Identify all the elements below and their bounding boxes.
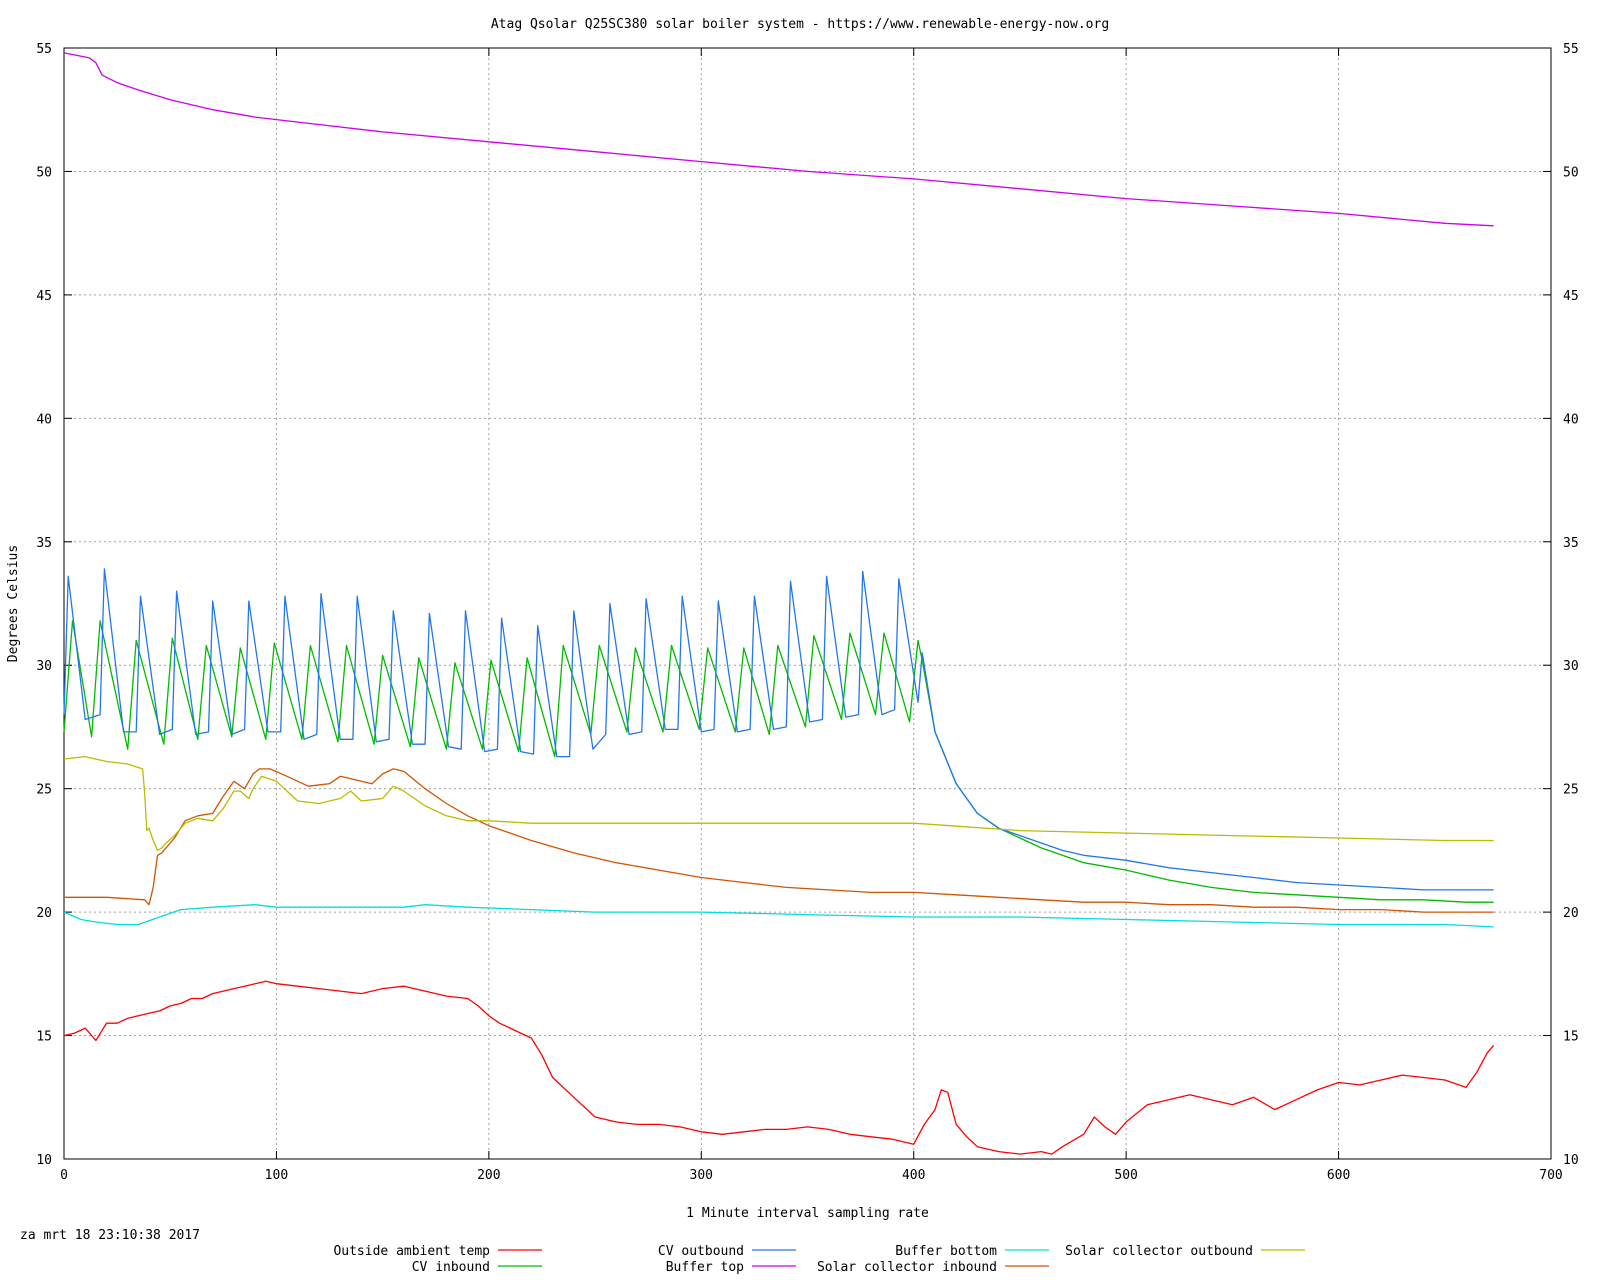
series-line-solar-collector-outbound (63, 755, 1494, 852)
x-axis-label: 1 Minute interval sampling rate (686, 1206, 929, 1221)
y-tick-label-left: 55 (36, 42, 52, 57)
y-tick-label-right: 10 (1563, 1153, 1579, 1168)
y-tick-label-left: 50 (36, 165, 52, 180)
timestamp-label: za mrt 18 23:10:38 2017 (20, 1228, 200, 1243)
y-tick-label-left: 35 (36, 536, 52, 551)
x-tick-label: 300 (690, 1168, 713, 1183)
y-tick-label-right: 35 (1563, 536, 1579, 551)
y-tick-label-left: 45 (36, 289, 52, 304)
series-line-buffer-top (63, 52, 1494, 227)
y-tick-label-right: 25 (1563, 783, 1579, 798)
y-tick-label-right: 20 (1563, 906, 1579, 921)
legend-label-solar-collector-inbound: Solar collector inbound (817, 1260, 997, 1275)
legend-label-buffer-bottom: Buffer bottom (895, 1244, 997, 1259)
y-tick-label-right: 45 (1563, 289, 1579, 304)
y-tick-label-left: 15 (36, 1030, 52, 1045)
x-tick-label: 0 (60, 1168, 68, 1183)
y-axis-label: Degrees Celsius (6, 545, 21, 662)
legend-label-buffer-top: Buffer top (666, 1260, 744, 1275)
y-tick-label-right: 40 (1563, 412, 1579, 427)
chart-title: Atag Qsolar Q25SC380 solar boiler system… (491, 17, 1109, 32)
legend-label-cv-inbound: CV inbound (412, 1260, 490, 1275)
y-tick-label-right: 55 (1563, 42, 1579, 57)
y-tick-label-left: 20 (36, 906, 52, 921)
x-tick-label: 400 (902, 1168, 925, 1183)
y-tick-label-left: 10 (36, 1153, 52, 1168)
y-tick-label-right: 30 (1563, 659, 1579, 674)
x-tick-label: 100 (265, 1168, 288, 1183)
legend-label-outside-ambient-temp: Outside ambient temp (333, 1244, 490, 1259)
series-lines (63, 52, 1495, 1155)
y-tick-label-right: 50 (1563, 165, 1579, 180)
gridlines (64, 48, 1551, 1159)
series-line-solar-collector-inbound (64, 768, 1494, 913)
x-tick-label: 700 (1539, 1168, 1562, 1183)
series-line-buffer-bottom (63, 904, 1494, 928)
legend-label-cv-outbound: CV outbound (658, 1244, 744, 1259)
plot-frame (63, 47, 1552, 1160)
x-tick-label: 500 (1114, 1168, 1137, 1183)
x-tick-label: 200 (477, 1168, 500, 1183)
y-tick-label-left: 40 (36, 412, 52, 427)
legend-label-solar-collector-outbound: Solar collector outbound (1065, 1244, 1253, 1259)
x-tick-label: 600 (1327, 1168, 1350, 1183)
y-tick-label-left: 25 (36, 783, 52, 798)
series-line-outside-ambient-temp (63, 980, 1495, 1155)
y-tick-label-right: 15 (1563, 1030, 1579, 1045)
series-line-cv-outbound (63, 568, 1494, 891)
series-line-cv-inbound (63, 620, 1494, 903)
y-tick-label-left: 30 (36, 659, 52, 674)
